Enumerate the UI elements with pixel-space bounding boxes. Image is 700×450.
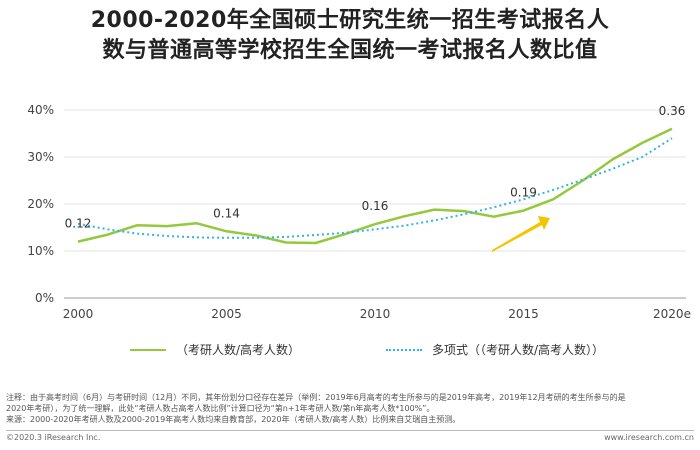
y-tick-label: 0% [35,291,54,305]
chart-title-line-1: 2000-2020年全国硕士研究生统一招生考试报名人 [90,8,610,33]
footnote-source: 来源：2000-2020年考研人数及2000-2019年高考人数均来自教育部，2… [6,415,461,424]
legend-item-series-2: 多项式（（考研人数/高考人数）） [386,341,604,358]
y-tick-labels: 0% 10% 20% 30% 40% [27,103,54,305]
trend-arrow [492,216,550,252]
trend-arrow-icon [492,216,550,252]
website-text: www.iresearch.com.cn [604,433,694,442]
legend-label-series-2: 多项式（（考研人数/高考人数）） [432,343,605,357]
x-tick-labels: 2000 2005 2010 2015 2020e [63,307,691,321]
data-label: 0.16 [362,199,389,213]
gridlines [64,109,686,252]
y-tick-label: 10% [27,244,54,258]
footnote: 注释：由于高考时间（6月）与考研时间（12月）不同，其年份划分口径存在差异（举例… [6,392,696,425]
data-label: 0.36 [659,104,686,118]
legend-swatch-solid [130,348,166,351]
data-label: 0.19 [510,186,537,200]
chart-title-line-2: 数与普通高等学校招生全国统一考试报名人数比值 [102,38,598,63]
data-label: 0.14 [213,206,240,220]
series-lines [77,127,673,245]
footer-divider [6,430,694,431]
x-tick-label: 2005 [211,307,242,321]
copyright-text: ©2020.3 iResearch Inc. [6,433,101,442]
legend-item-series-1: （考研人数/高考人数） [130,341,300,358]
chart-title: 2000-2020年全国硕士研究生统一招生考试报名人 数与普通高等学校招生全国统… [0,6,700,66]
series-line-polynomial-trend [77,137,673,239]
x-tick-label: 2000 [63,307,94,321]
footnote-line-2: 2020年考研），为了统一理解，此处“考研人数占高考人数比例”计算口径为“第n+… [6,404,435,413]
series-line-ratio [77,127,673,245]
x-tick-label: 2020e [653,307,691,321]
legend-label-series-1: （考研人数/高考人数） [176,343,301,357]
legend-swatch-dotted [386,348,422,351]
line-chart: 0% 10% 20% 30% 40% 2000 2005 2010 2015 2020e 0.1… [27,103,691,321]
data-label: 0.12 [65,217,92,231]
y-tick-label: 40% [27,103,54,117]
footnote-line-1: 注释：由于高考时间（6月）与考研时间（12月）不同，其年份划分口径存在差异（举例… [6,393,626,402]
data-labels: 0.12 0.14 0.16 0.19 0.36 [65,104,686,231]
y-tick-label: 20% [27,197,54,211]
x-tick-label: 2010 [360,307,391,321]
x-tick-label: 2015 [508,307,539,321]
y-tick-label: 30% [27,150,54,164]
